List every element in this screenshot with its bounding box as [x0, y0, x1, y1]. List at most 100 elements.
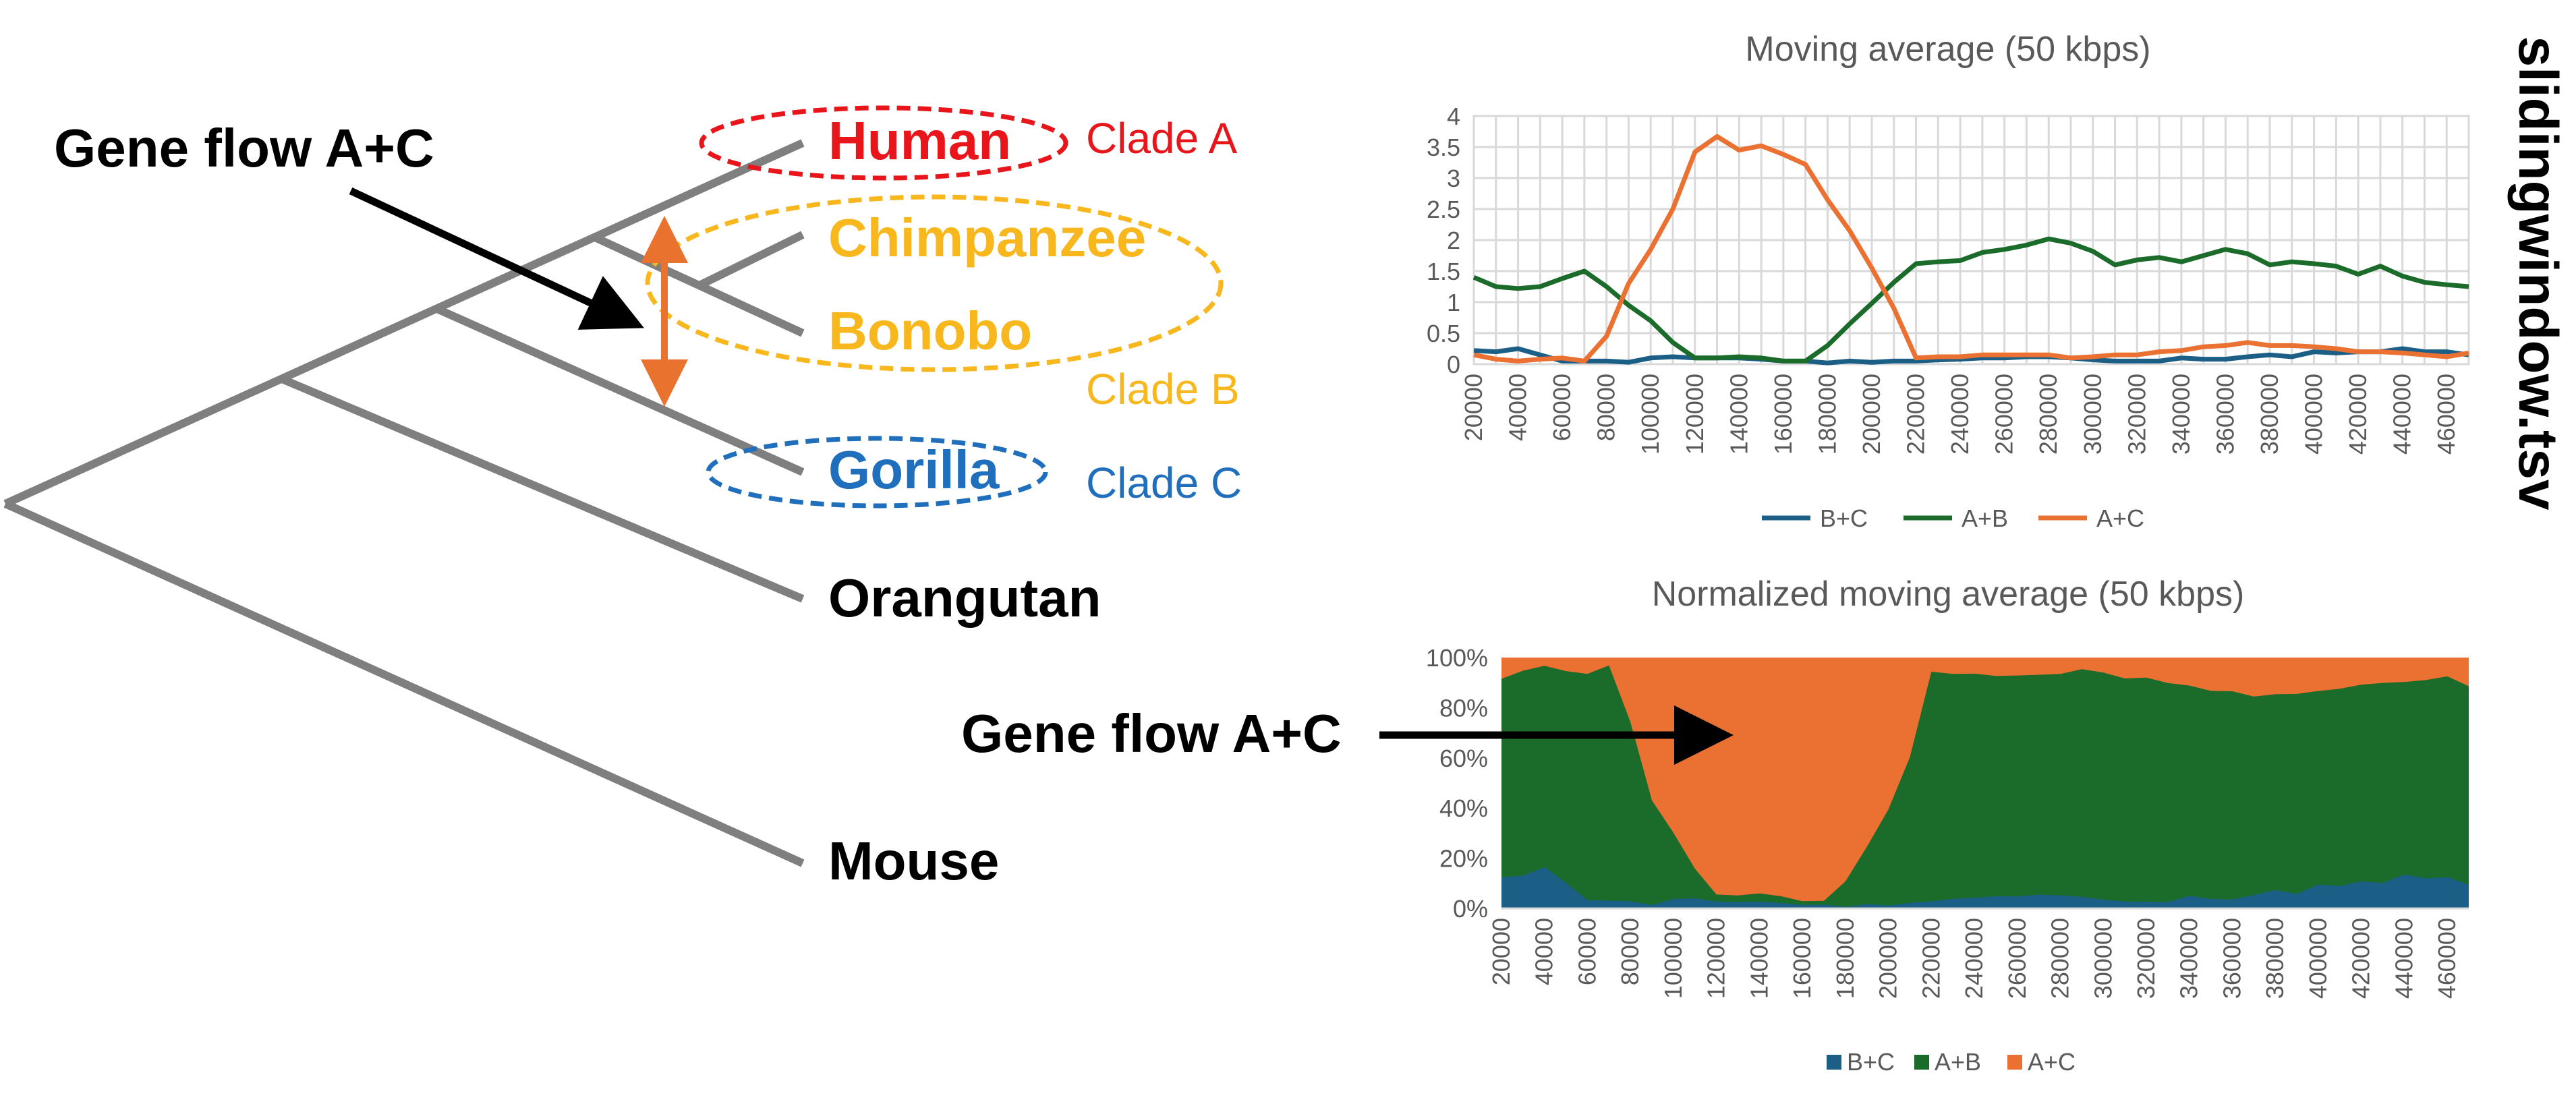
- line-chart-x-tick-label: 420000: [2344, 374, 2372, 455]
- area-chart-x-tick-label: 340000: [2175, 918, 2203, 999]
- area-chart-y-tick-label: 80%: [1439, 694, 1488, 722]
- line-chart-y-tick-label: 4: [1447, 103, 1460, 130]
- line-chart-x-tick-label: 360000: [2211, 374, 2239, 455]
- line-chart-y-tick-label: 3.5: [1427, 134, 1460, 161]
- taxon-chimpanzee: Chimpanzee: [828, 208, 1146, 268]
- area-chart-x-tick-label: 300000: [2089, 918, 2117, 999]
- area-chart-x-tick-label: 120000: [1702, 918, 1730, 999]
- area-chart-x-tick-label: 60000: [1573, 918, 1601, 985]
- line-chart-x-tick-label: 100000: [1636, 374, 1664, 455]
- line-chart-x-tick-label: 40000: [1504, 374, 1532, 441]
- legend-label: A+C: [2028, 1048, 2076, 1076]
- area-chart-y-tick-label: 20%: [1439, 845, 1488, 873]
- area-series-ab: [1501, 665, 2469, 908]
- line-chart-x-tick-label: 460000: [2432, 374, 2460, 455]
- line-chart-y-tick-label: 2.5: [1427, 196, 1460, 223]
- line-chart: Moving average (50 kbps) 0 0.5 1 1.5 2 2.5 3 3.…: [1427, 30, 2470, 532]
- area-chart-x-tick-label: 320000: [2132, 918, 2160, 999]
- line-chart-y-tick-label: 1.5: [1427, 258, 1460, 285]
- area-chart-x-tick-label: 80000: [1616, 918, 1644, 985]
- legend-swatch: [2007, 1055, 2022, 1070]
- line-chart-x-tick-label: 320000: [2123, 374, 2150, 455]
- line-chart-y-tick-label: 2: [1447, 227, 1460, 254]
- line-chart-x-tick-label: 120000: [1681, 374, 1709, 455]
- taxon-human: Human: [828, 111, 1011, 171]
- line-series-bc: [1473, 346, 2469, 366]
- area-chart-x-tick-label: 380000: [2261, 918, 2289, 999]
- legend-label: A+C: [2096, 504, 2144, 532]
- branch-to-mouse: [3, 500, 805, 867]
- line-chart-y-ticks: 0 0.5 1 1.5 2 2.5 3 3.5 4: [1427, 103, 1460, 378]
- area-chart-x-tick-label: 460000: [2433, 918, 2461, 999]
- area-chart-x-tick-label: 140000: [1745, 918, 1773, 999]
- legend-swatch: [1827, 1055, 1841, 1070]
- area-chart-x-tick-label: 180000: [1831, 918, 1859, 999]
- area-chart-x-tick-label: 160000: [1788, 918, 1816, 999]
- area-chart-x-tick-label: 360000: [2218, 918, 2245, 999]
- clade-c-label: Clade C: [1086, 459, 1242, 507]
- area-chart-y-ticks: 0% 20% 40% 60% 80% 100%: [1426, 644, 1488, 923]
- line-chart-y-tick-label: 1: [1447, 289, 1460, 316]
- line-chart-x-tick-label: 260000: [1991, 374, 2018, 455]
- area-chart-y-tick-label: 100%: [1426, 644, 1488, 672]
- taxon-gorilla: Gorilla: [828, 440, 1000, 500]
- taxon-bonobo: Bonobo: [828, 301, 1032, 361]
- tree-branches: [3, 139, 805, 867]
- area-chart-x-tick-label: 400000: [2304, 918, 2332, 999]
- line-chart-x-tick-label: 400000: [2300, 374, 2328, 455]
- branch-to-human: [3, 139, 805, 508]
- area-chart-x-tick-label: 240000: [1960, 918, 1988, 999]
- line-chart-x-tick-label: 240000: [1946, 374, 1974, 455]
- tree-annotation-label: Gene flow A+C: [54, 118, 434, 178]
- line-chart-x-tick-label: 80000: [1593, 374, 1620, 441]
- gene-flow-pointer-arrow: [349, 187, 644, 330]
- line-chart-x-tick-label: 180000: [1813, 374, 1841, 455]
- clade-a-ellipse: [699, 105, 1068, 181]
- legend-label: A+B: [1935, 1048, 1981, 1076]
- area-chart-x-tick-label: 420000: [2347, 918, 2375, 999]
- legend-item-ab: A+B: [1904, 504, 2008, 532]
- line-chart-x-tick-label: 380000: [2256, 374, 2283, 455]
- legend-item-bc: B+C: [1762, 504, 1868, 532]
- legend-label: A+B: [1962, 504, 2008, 532]
- area-chart-x-tick-label: 40000: [1530, 918, 1558, 985]
- area-legend-item-bc: B+C: [1827, 1048, 1895, 1076]
- line-chart-x-tick-label: 220000: [1902, 374, 1930, 455]
- line-chart-x-tick-label: 140000: [1725, 374, 1752, 455]
- line-chart-y-tick-label: 3: [1447, 165, 1460, 192]
- line-chart-grid: [1472, 115, 2470, 366]
- phylogenetic-tree: Gene flow A+C Human Chimpanzee Bonobo Go…: [3, 105, 1242, 891]
- area-chart-x-ticks: 20000 40000 60000 80000 100000 120000 140000 16…: [1487, 918, 2461, 999]
- area-chart-title: Normalized moving average (50 kbps): [1652, 575, 2245, 614]
- clade-c-ellipse: [706, 436, 1048, 509]
- line-series-ac: [1473, 134, 2469, 364]
- file-label: slidingwindow.tsv: [2507, 36, 2569, 510]
- area-chart-x-tick-label: 440000: [2390, 918, 2417, 999]
- area-legend-item-ac: A+C: [2007, 1048, 2076, 1076]
- line-chart-y-tick-label: 0.5: [1427, 320, 1460, 347]
- clade-a-label: Clade A: [1086, 114, 1237, 163]
- branch-to-chimpanzee: [696, 231, 805, 290]
- legend-swatch: [1914, 1055, 1929, 1070]
- line-chart-x-tick-label: 200000: [1858, 374, 1885, 455]
- area-chart-y-tick-label: 0%: [1453, 895, 1488, 923]
- area-chart-x-tick-label: 280000: [2047, 918, 2074, 999]
- area-chart-x-tick-label: 260000: [2003, 918, 2031, 999]
- chart-annotation-label: Gene flow A+C: [961, 703, 1342, 763]
- line-chart-x-tick-label: 20000: [1460, 374, 1487, 441]
- line-chart-x-ticks: 20000 40000 60000 80000 100000 120000 140000 16…: [1460, 374, 2460, 455]
- line-chart-legend: B+C A+B A+C: [1762, 504, 2144, 532]
- line-chart-series: [1472, 134, 2469, 366]
- legend-label: B+C: [1820, 504, 1868, 532]
- area-series-bc: [1501, 867, 2469, 908]
- taxon-orangutan: Orangutan: [828, 568, 1101, 628]
- clade-b-label: Clade B: [1086, 365, 1240, 413]
- line-chart-title: Moving average (50 kbps): [1745, 30, 2150, 69]
- area-chart-y-tick-label: 60%: [1439, 745, 1488, 772]
- area-chart-series: [1501, 658, 2469, 910]
- taxon-mouse: Mouse: [828, 831, 999, 891]
- line-chart-x-tick-label: 340000: [2167, 374, 2195, 455]
- area-chart-y-tick-label: 40%: [1439, 794, 1488, 822]
- branch-to-orangutan: [280, 375, 805, 603]
